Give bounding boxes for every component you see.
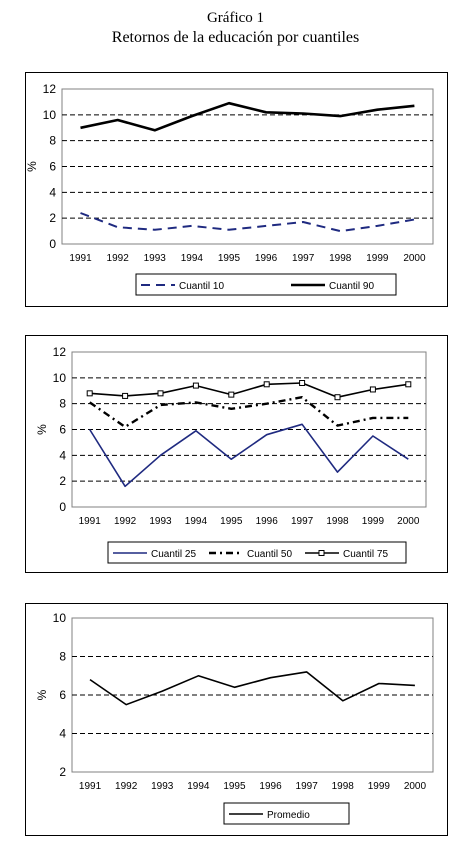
y-tick-label: 8 [59, 650, 66, 664]
x-tick-label: 1993 [151, 781, 174, 792]
y-tick-label: 6 [59, 423, 66, 437]
chart-1: 0 2 4 6 8 10 12% 1991 1992 1993 1994 1995 1996 1997 19… [26, 82, 434, 296]
data-point [228, 391, 235, 398]
y-tick-label: 0 [59, 500, 66, 514]
chart-3: 2 4 6 8 10% 1991 1992 1993 1994 1995 1996 1997 1998 1… [35, 611, 434, 825]
legend-box [107, 541, 407, 564]
x-tick-label: 1999 [362, 516, 385, 527]
x-tick-label: 1992 [114, 516, 137, 527]
x-tick-label: 1991 [69, 253, 92, 264]
legend-box [223, 802, 350, 825]
y-tick-label: 4 [59, 727, 66, 741]
x-tick-label: 1998 [326, 516, 349, 527]
y-axis-label: % [35, 689, 49, 700]
y-tick-label: 4 [59, 448, 66, 462]
x-tick-label: 1995 [220, 516, 243, 527]
y-tick-label: 2 [49, 211, 56, 225]
y-tick-label: 2 [59, 474, 66, 488]
x-tick-label: 1996 [255, 253, 278, 264]
y-tick-label: 12 [53, 345, 67, 359]
y-tick-label: 6 [49, 160, 56, 174]
x-tick-label: 1999 [366, 253, 389, 264]
y-tick-label: 12 [43, 82, 57, 96]
series-line-1 [89, 423, 409, 488]
series-line-2 [80, 101, 415, 132]
x-tick-label: 1998 [329, 253, 352, 264]
chart-panel-1: 0 2 4 6 8 10 12% 1991 1992 1993 1994 1995 1996 1997 19… [25, 72, 448, 307]
data-point [405, 381, 412, 388]
series-line-3 [89, 382, 409, 399]
x-tick-label: 1994 [181, 253, 204, 264]
x-tick-label: 2000 [403, 253, 426, 264]
x-tick-label: 1992 [107, 253, 130, 264]
y-tick-label: 0 [49, 237, 56, 251]
data-point [263, 381, 270, 388]
y-tick-label: 8 [49, 134, 56, 148]
x-tick-label: 2000 [397, 516, 420, 527]
y-tick-label: 2 [59, 765, 66, 779]
legend-label: Cuantil 90 [329, 281, 374, 292]
y-axis-label: % [35, 424, 49, 435]
x-tick-label: 1991 [79, 781, 102, 792]
figure-label: Gráfico 1 [206, 10, 265, 26]
figure-title: Retornos de la educación por cuantiles [111, 29, 360, 46]
legend-label: Cuantil 75 [343, 549, 388, 560]
data-point [192, 382, 199, 389]
data-point [299, 380, 306, 386]
chart-panel-2: 0 2 4 6 8 10 12% 1991 1992 1993 1994 1995 1996 1997 19… [25, 335, 448, 573]
x-tick-label: 1999 [368, 781, 391, 792]
y-tick-label: 10 [43, 108, 57, 122]
data-point [122, 392, 129, 399]
y-tick-label: 8 [59, 397, 66, 411]
legend-label: Cuantil 50 [247, 549, 292, 560]
y-axis-label: % [26, 161, 39, 172]
data-point [86, 390, 93, 397]
x-tick-label: 1994 [185, 516, 208, 527]
legend-label: Promedio [267, 810, 310, 821]
y-tick-label: 4 [49, 185, 56, 199]
y-tick-label: 6 [59, 688, 66, 702]
x-tick-label: 1991 [79, 516, 102, 527]
y-tick-label: 10 [53, 611, 67, 625]
legend-label: Cuantil 25 [151, 549, 196, 560]
chart-panel-3: 2 4 6 8 10% 1991 1992 1993 1994 1995 1996 1997 1998 1… [25, 603, 448, 836]
chart-2: 0 2 4 6 8 10 12% 1991 1992 1993 1994 1995 1996 1997 19… [35, 345, 427, 564]
x-tick-label: 1993 [144, 253, 167, 264]
x-tick-label: 1994 [187, 781, 210, 792]
series-line-1 [89, 671, 415, 706]
x-tick-label: 1997 [296, 781, 319, 792]
y-tick-label: 10 [53, 371, 67, 385]
x-tick-label: 1998 [332, 781, 355, 792]
x-tick-label: 1995 [223, 781, 246, 792]
x-tick-label: 1996 [259, 781, 282, 792]
x-tick-label: 1997 [291, 516, 314, 527]
x-tick-label: 2000 [404, 781, 427, 792]
legend-label: Cuantil 10 [179, 281, 224, 292]
x-tick-label: 1996 [256, 516, 279, 527]
series-line-2 [89, 396, 409, 429]
x-tick-label: 1995 [218, 253, 241, 264]
data-point [369, 386, 376, 393]
series-line-1 [80, 212, 415, 233]
x-tick-label: 1993 [149, 516, 172, 527]
x-tick-label: 1997 [292, 253, 315, 264]
legend-box [135, 273, 397, 296]
legend-marker [318, 550, 325, 556]
x-tick-label: 1992 [115, 781, 138, 792]
data-point [157, 390, 164, 397]
data-point [334, 394, 341, 401]
